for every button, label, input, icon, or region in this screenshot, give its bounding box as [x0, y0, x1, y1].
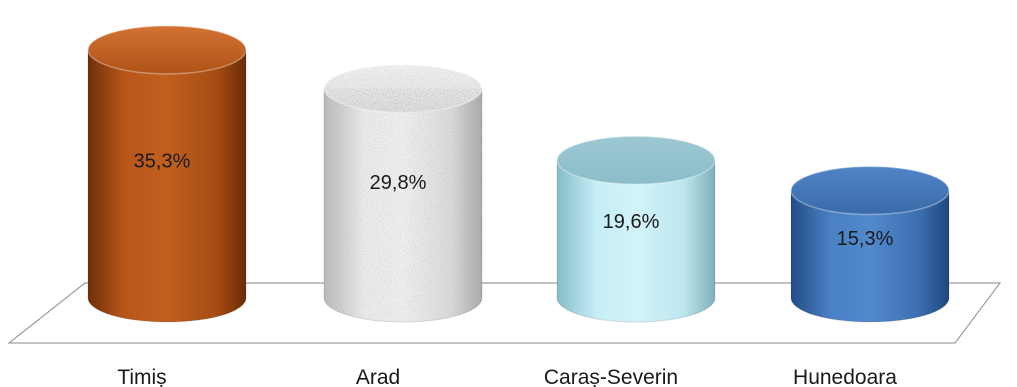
data-label: 15,3%: [837, 228, 894, 250]
bar-body: [790, 189, 950, 323]
bar-timis: [87, 25, 247, 323]
labels-layer: 35,3% Timiș 29,8% Arad 19,6% Caraș-Severin 15,…: [117, 151, 897, 387]
bar-top-cap: [790, 165, 950, 216]
bar-body: [87, 49, 247, 323]
category-label: Hunedoara: [793, 366, 897, 387]
data-label: 19,6%: [603, 211, 660, 233]
data-label: 29,8%: [370, 172, 427, 194]
bar-top-cap: [87, 25, 247, 75]
bar-body: [556, 159, 716, 323]
category-label: Caraș-Severin: [544, 366, 678, 387]
bar-hunedoara: [790, 165, 950, 323]
category-label: Arad: [356, 366, 400, 387]
category-label: Timiș: [117, 366, 166, 387]
bar-arad: [323, 63, 483, 323]
bar-top-cap: [556, 135, 716, 185]
data-label: 35,3%: [134, 151, 191, 173]
bar-texture: [324, 88, 482, 322]
bar-caras-severin: [556, 135, 716, 323]
bar-top-texture: [325, 65, 481, 112]
bars-layer: [87, 25, 950, 323]
